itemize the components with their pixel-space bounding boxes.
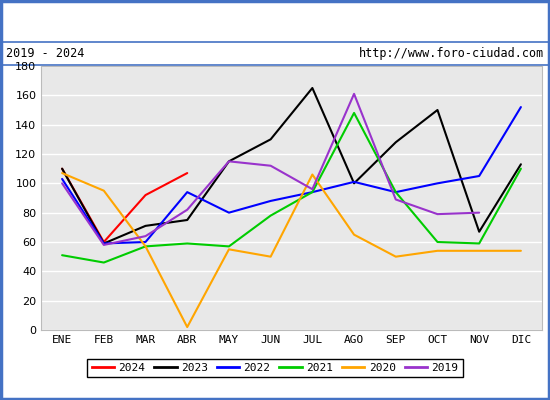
Text: Evolucion Nº Turistas Extranjeros en el municipio de Carballeda de Valdeorras: Evolucion Nº Turistas Extranjeros en el …	[0, 16, 550, 30]
Text: http://www.foro-ciudad.com: http://www.foro-ciudad.com	[359, 47, 544, 60]
Text: 2019 - 2024: 2019 - 2024	[6, 47, 84, 60]
Legend: 2024, 2023, 2022, 2021, 2020, 2019: 2024, 2023, 2022, 2021, 2020, 2019	[87, 358, 463, 378]
